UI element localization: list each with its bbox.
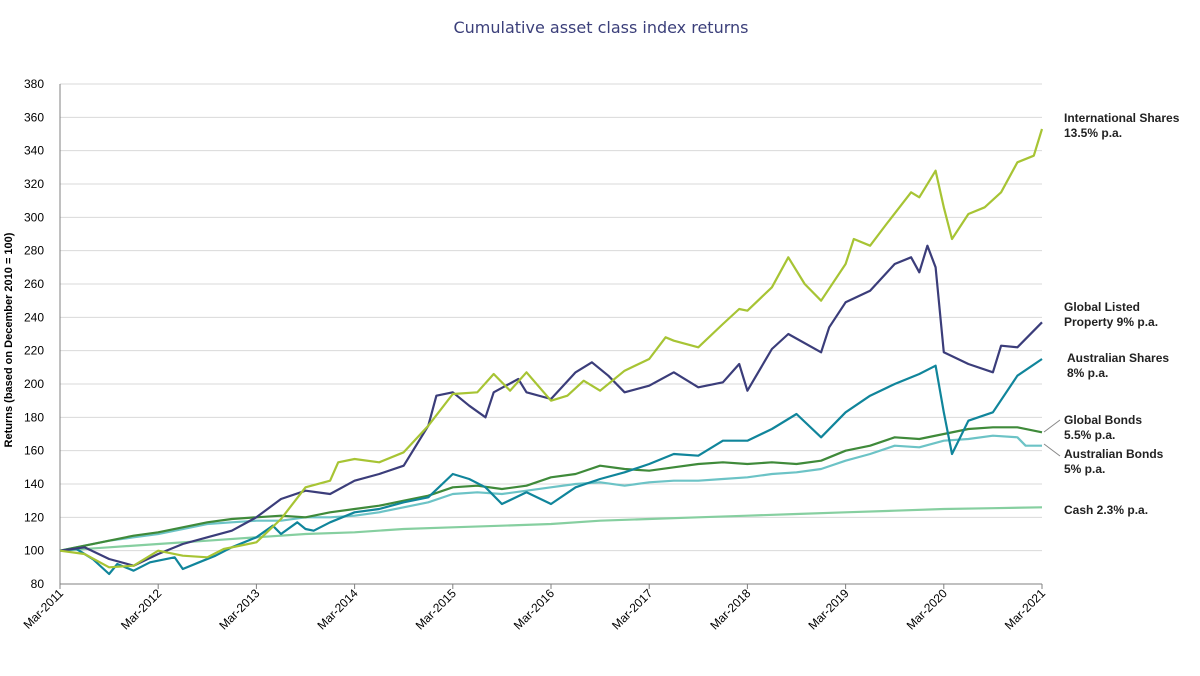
series-line xyxy=(59,506,1043,552)
x-tick-label: Mar-2020 xyxy=(904,586,950,632)
x-tick-label: Mar-2012 xyxy=(118,586,164,632)
y-axis-label: Returns (based on December 2010 = 100) xyxy=(3,232,15,447)
series-line xyxy=(59,244,1043,567)
series-line xyxy=(59,434,1042,552)
series-label: International Shares 13.5% p.a. xyxy=(1064,111,1180,140)
y-tick-label: 220 xyxy=(24,344,44,358)
y-tick-label: 280 xyxy=(24,244,44,258)
series-line xyxy=(59,426,1043,552)
series-label: Australian Shares 8% p.a. xyxy=(1067,351,1169,380)
x-tick-label: Mar-2017 xyxy=(609,586,655,632)
x-tick-label: Mar-2011 xyxy=(21,586,67,632)
y-tick-label: 160 xyxy=(24,444,44,458)
chart-title: Cumulative asset class index returns xyxy=(453,18,748,37)
y-tick-label: 180 xyxy=(24,410,44,424)
x-tick-label: Mar-2015 xyxy=(413,586,459,632)
y-tick-label: 260 xyxy=(24,277,44,291)
label-leader-line xyxy=(1043,443,1061,457)
x-tick-label: Mar-2016 xyxy=(511,586,557,632)
y-tick-label: 100 xyxy=(24,544,44,558)
gridlines xyxy=(59,83,1042,585)
x-tick-label: Mar-2021 xyxy=(1002,586,1048,632)
x-tick-label: Mar-2013 xyxy=(216,586,262,632)
x-axis-ticks: Mar-2011 Mar-2012 Mar-2013 Mar-2014 Mar-2015… xyxy=(21,584,1048,632)
y-tick-label: 240 xyxy=(24,310,44,324)
y-tick-label: 380 xyxy=(24,77,44,91)
y-tick-label: 360 xyxy=(24,110,44,124)
y-tick-label: 120 xyxy=(24,510,44,524)
x-tick-label: Mar-2019 xyxy=(806,586,852,632)
series-label: Australian Bonds 5% p.a. xyxy=(1064,447,1164,476)
series-lines xyxy=(59,128,1044,576)
y-tick-label: 300 xyxy=(24,210,44,224)
series-line xyxy=(59,358,1043,576)
series-line xyxy=(59,128,1044,569)
y-tick-label: 320 xyxy=(24,177,44,191)
series-label: Global Listed Property 9% p.a. xyxy=(1064,300,1158,329)
y-tick-label: 200 xyxy=(24,377,44,391)
series-label: Cash 2.3% p.a. xyxy=(1064,503,1148,517)
label-leader-line xyxy=(1043,419,1061,433)
series-labels: Cash 2.3% p.a. Australian Bonds 5% p.a. Glo… xyxy=(1043,111,1180,517)
y-tick-label: 140 xyxy=(24,477,44,491)
y-axis-ticks: 80 100 120 140 160 180 200 220 240 260 280 300 320 34… xyxy=(24,77,44,591)
series-label: Global Bonds 5.5% p.a. xyxy=(1064,413,1142,442)
y-tick-label: 80 xyxy=(31,577,45,591)
y-tick-label: 340 xyxy=(24,144,44,158)
x-tick-label: Mar-2018 xyxy=(707,586,753,632)
x-tick-label: Mar-2014 xyxy=(315,586,361,632)
